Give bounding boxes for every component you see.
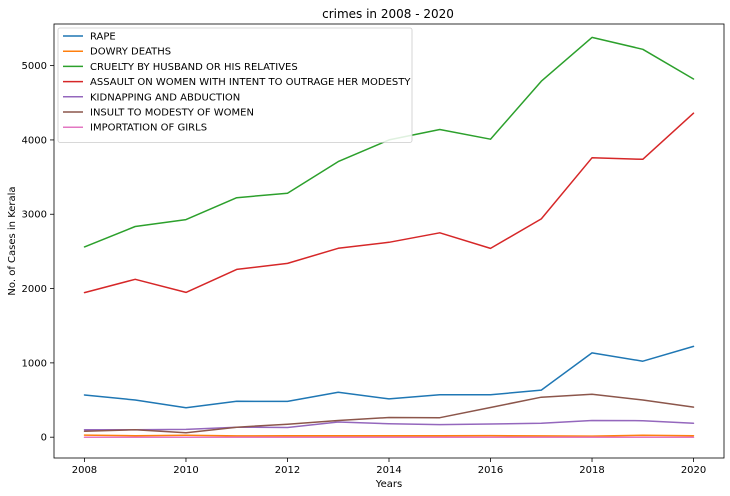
- y-tick-label: 3000: [22, 210, 47, 221]
- legend-label: ASSAULT ON WOMEN WITH INTENT TO OUTRAGE …: [90, 77, 411, 88]
- y-tick-label: 2000: [22, 284, 47, 295]
- y-axis: 0 1000 2000 3000 4000 5000: [22, 61, 54, 444]
- legend-box: [57, 27, 413, 143]
- legend-label: DOWRY DEATHS: [90, 47, 171, 58]
- y-tick-label: 0: [41, 433, 47, 444]
- x-tick-label: 2020: [681, 465, 706, 476]
- y-tick-label: 1000: [22, 358, 47, 369]
- x-tick-label: 2012: [275, 465, 300, 476]
- series-lines: [83, 36, 695, 438]
- series-line-0: [83, 345, 695, 409]
- legend-label: CRUELTY BY HUSBAND OR HIS RELATIVES: [90, 62, 298, 73]
- plot-frame: [53, 23, 725, 459]
- series-line-4: [83, 419, 695, 431]
- x-tick-label: 2014: [376, 465, 401, 476]
- x-tick-label: 2018: [579, 465, 604, 476]
- x-tick-label: 2016: [478, 465, 503, 476]
- x-axis-title: Years: [375, 479, 402, 490]
- legend-label: IMPORTATION OF GIRLS: [90, 123, 207, 134]
- y-axis-title: No. of Cases in Kerala: [7, 186, 18, 295]
- series-line-5: [83, 393, 695, 434]
- y-tick-label: 5000: [22, 61, 47, 72]
- series-line-3: [83, 112, 695, 294]
- x-tick-label: 2010: [173, 465, 198, 476]
- x-tick-label: 2008: [72, 465, 97, 476]
- legend-label: RAPE: [90, 32, 116, 43]
- series-line-1: [83, 434, 695, 437]
- x-axis: 2008 2010 2012 2014 2016 2018 2020: [72, 458, 706, 476]
- legend-label: KIDNAPPING AND ABDUCTION: [90, 92, 240, 103]
- y-tick-label: 4000: [22, 135, 47, 146]
- legend-label: INSULT TO MODESTY OF WOMEN: [90, 108, 254, 119]
- chart-title: crimes in 2008 - 2020: [322, 7, 454, 21]
- legend: RAPE DOWRY DEATHS CRUELTY BY HUSBAND OR HI…: [57, 27, 413, 143]
